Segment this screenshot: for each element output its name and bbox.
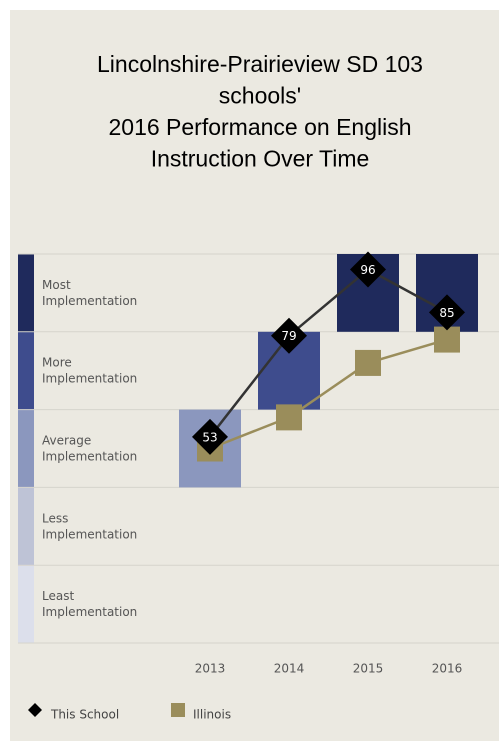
chart-title: schools' xyxy=(219,83,301,109)
marker xyxy=(434,326,460,353)
legend-label: This School xyxy=(50,708,119,722)
series-line xyxy=(209,338,448,450)
band-label-line: Implementation xyxy=(42,449,137,463)
band-label: Most Implementation xyxy=(42,277,137,307)
x-tick-label: 2015 xyxy=(353,662,384,676)
data-label: 85 xyxy=(439,306,454,320)
band-strip xyxy=(18,565,34,643)
band-label-line: Most xyxy=(42,277,71,291)
chart-title: Lincolnshire-Prairieview SD 103 xyxy=(97,51,423,77)
band-label: Less Implementation xyxy=(42,511,137,541)
x-tick-label: 2014 xyxy=(274,662,305,676)
x-tick-label: 2013 xyxy=(195,662,226,676)
legend-marker xyxy=(28,703,42,717)
marker xyxy=(192,418,228,455)
band-label-line: Average xyxy=(42,433,91,447)
band-label: Average Implementation xyxy=(42,433,137,463)
band-strip xyxy=(18,331,34,410)
background xyxy=(10,10,499,741)
band-label: Least Implementation xyxy=(42,589,137,619)
legend-marker xyxy=(171,703,185,717)
band-label: More Implementation xyxy=(42,355,137,385)
series-line xyxy=(209,268,448,438)
chart-title: Instruction Over Time xyxy=(151,146,370,172)
marker xyxy=(271,317,307,354)
band-strip xyxy=(18,487,34,566)
band-label-line: Least xyxy=(42,589,74,603)
marker xyxy=(276,404,302,431)
band-label-line: Implementation xyxy=(42,293,137,307)
chart-title: 2016 Performance on English xyxy=(108,114,411,140)
band-label-line: More xyxy=(42,355,72,369)
data-label: 53 xyxy=(202,430,217,444)
band-label-line: Implementation xyxy=(42,527,137,541)
band-strip xyxy=(18,409,34,488)
legend-label: Illinois xyxy=(193,708,231,722)
band-strip xyxy=(18,254,34,332)
band-label-line: Implementation xyxy=(42,371,137,385)
data-label: 96 xyxy=(360,263,375,277)
marker xyxy=(429,294,465,331)
marker xyxy=(350,251,386,288)
band-label-line: Implementation xyxy=(42,605,137,619)
x-tick-label: 2016 xyxy=(432,662,463,676)
data-label: 79 xyxy=(281,329,296,343)
marker xyxy=(355,349,381,376)
band-label-line: Less xyxy=(42,511,68,525)
